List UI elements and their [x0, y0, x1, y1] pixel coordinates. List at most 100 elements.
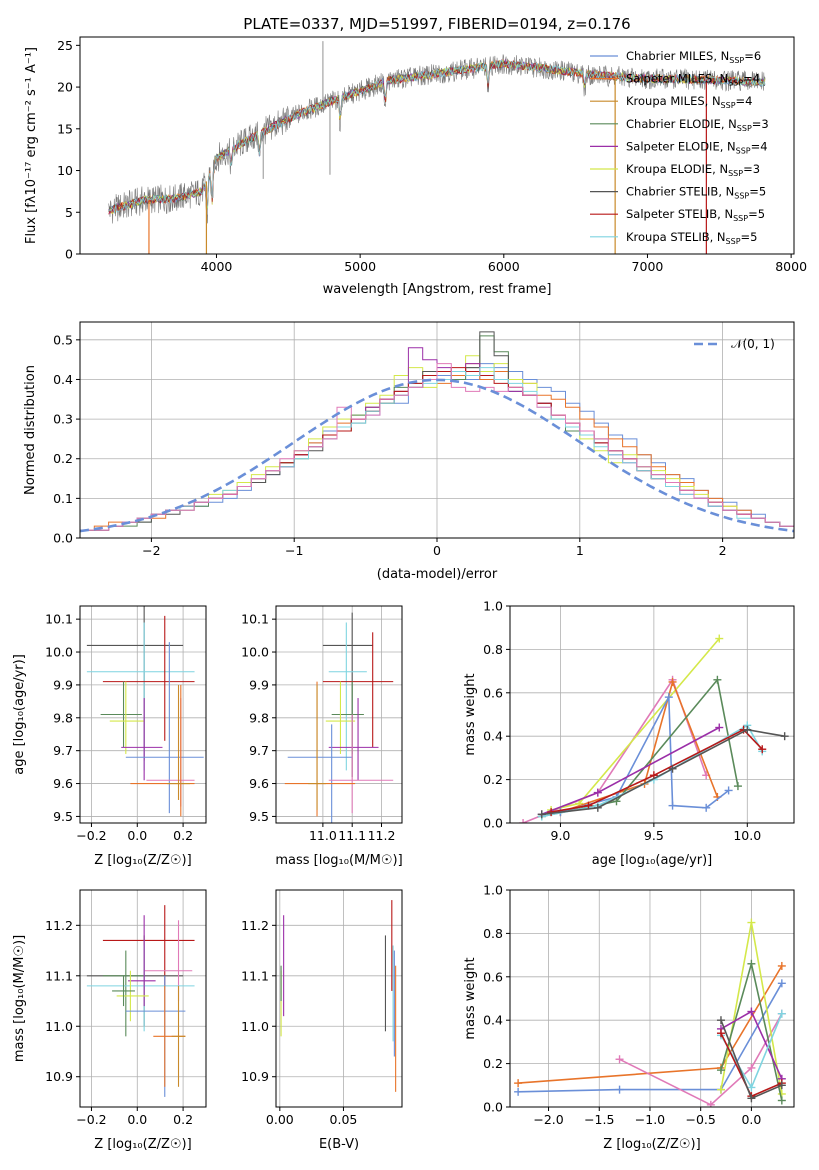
legend-entry: Kroupa ELODIE, NSSP=3 — [626, 162, 760, 178]
x-tick-label: 0.05 — [330, 1112, 358, 1127]
x-tick-label: 0.0 — [127, 1112, 147, 1127]
x-tick-label: −0.2 — [76, 1112, 106, 1127]
axes-frame — [275, 889, 403, 1108]
histogram-pink — [80, 363, 794, 531]
y-tick-label: 10.1 — [45, 612, 73, 627]
y-tick-label: 11.2 — [241, 918, 269, 933]
model-spectrum-kroupa-stelib — [108, 59, 766, 214]
axes-frame — [79, 605, 207, 824]
y-tick-label: 0.4 — [53, 372, 73, 387]
axes-frame — [79, 889, 207, 1108]
y-tick-label: 9.6 — [53, 776, 73, 791]
plot-area — [86, 905, 195, 1097]
y-axis-label: mass weight — [463, 673, 478, 755]
weight-line-salpeter-miles — [560, 679, 719, 813]
plot-area — [80, 331, 794, 533]
x-tick-label: 2 — [719, 543, 727, 558]
age-vs-metallicity-panel: −0.2 0.0 0.2 9.5 9.6 9.7 9.8 9.9 10.0 10.1 Z [log₁… — [12, 605, 207, 868]
plot-area — [280, 900, 397, 1092]
y-tick-label: 0.6 — [483, 969, 503, 984]
x-tick-label: −2.0 — [533, 1112, 563, 1127]
y-tick-label: 11.1 — [45, 968, 73, 983]
x-tick-label: −2 — [142, 543, 160, 558]
y-tick-label: 0 — [65, 247, 73, 262]
model-spectrum-kroupa-elodie — [108, 59, 766, 215]
y-tick-label: 10.1 — [241, 612, 269, 627]
weight-vs-age-panel: 9.0 9.5 10.0 0.0 0.2 0.4 0.6 0.8 1.0 age [log₁₀(a… — [463, 599, 795, 868]
x-axis-label: Z [log₁₀(Z/Z☉)] — [603, 1137, 700, 1152]
x-tick-label: 11.2 — [368, 828, 396, 843]
y-tick-label: 9.9 — [53, 677, 73, 692]
y-tick-label: 9.8 — [249, 710, 269, 725]
residuals-panel: −2 −1 0 1 2 0.0 0.1 0.2 0.3 0.4 0.5 (data-model)/er… — [23, 321, 795, 582]
x-tick-label: 0.0 — [741, 1112, 761, 1127]
x-tick-label: 11.1 — [338, 828, 366, 843]
y-tick-label: 0.3 — [53, 412, 73, 427]
x-tick-label: 10.0 — [733, 828, 761, 843]
y-tick-label: 0.5 — [53, 332, 73, 347]
x-axis-label: Z [log₁₀(Z/Z☉)] — [94, 1137, 191, 1152]
spectrum-legend: Chabrier MILES, NSSP=6 Salpeter MILES, NS… — [590, 49, 769, 246]
legend-entry: Salpeter STELIB, NSSP=5 — [626, 207, 765, 223]
x-tick-label: 0 — [433, 543, 441, 558]
plot-area — [519, 634, 789, 823]
age-vs-mass-panel: 11.0 11.1 11.2 9.5 9.6 9.7 9.8 9.9 10.0 10.1 mass … — [241, 605, 403, 868]
x-tick-label: −1.0 — [635, 1112, 665, 1127]
x-tick-label: −0.5 — [686, 1112, 716, 1127]
x-axis-label: wavelength [Angstrom, rest frame] — [323, 282, 552, 297]
legend-entry: Chabrier ELODIE, NSSP=3 — [626, 117, 769, 133]
x-tick-label: −1 — [285, 543, 303, 558]
y-tick-label: 9.7 — [53, 743, 73, 758]
y-tick-label: 0.0 — [483, 816, 503, 831]
x-axis-label: mass [log₁₀(M/M☉)] — [275, 853, 402, 868]
plot-area — [514, 918, 786, 1107]
y-tick-label: 9.7 — [249, 743, 269, 758]
x-tick-label: −0.2 — [76, 828, 106, 843]
weight-line-chabrier-miles — [560, 694, 730, 813]
legend-entry: Salpeter MILES, NSSP=4 — [626, 72, 760, 88]
x-axis-label: (data-model)/error — [377, 567, 498, 582]
y-tick-label: 0.4 — [483, 729, 503, 744]
y-tick-label: 10.0 — [241, 645, 269, 660]
axes-frame — [275, 605, 403, 824]
y-tick-label: 10.9 — [241, 1069, 269, 1084]
y-tick-label: 25 — [57, 38, 73, 53]
y-tick-label: 5 — [65, 205, 73, 220]
x-axis-label: age [log₁₀(age/yr)] — [592, 853, 713, 868]
x-tick-label: 8000 — [775, 259, 807, 274]
y-tick-label: 0.6 — [483, 685, 503, 700]
y-tick-label: 10 — [57, 163, 73, 178]
y-tick-label: 0.0 — [483, 1100, 503, 1115]
model-spectrum-salpeter-stelib — [108, 59, 766, 215]
plot-area — [108, 41, 766, 254]
y-tick-label: 0.8 — [483, 642, 503, 657]
legend-entry: Kroupa MILES, NSSP=4 — [626, 94, 752, 110]
y-tick-label: 11.0 — [45, 1019, 73, 1034]
y-tick-label: 11.1 — [241, 968, 269, 983]
legend-entry: Chabrier STELIB, NSSP=5 — [626, 185, 766, 201]
x-tick-label: 9.5 — [644, 828, 664, 843]
y-tick-label: 1.0 — [483, 599, 503, 614]
x-tick-label: −1.5 — [584, 1112, 614, 1127]
x-tick-label: 1 — [576, 543, 584, 558]
y-tick-label: 0.2 — [483, 772, 503, 787]
y-tick-label: 9.8 — [53, 710, 73, 725]
y-axis-label: mass weight — [463, 957, 478, 1039]
y-tick-label: 0.1 — [53, 491, 73, 506]
mass-vs-metallicity-panel: −0.2 0.0 0.2 10.9 11.0 11.1 11.2 Z [log₁₀(Z/Z☉)… — [12, 889, 207, 1152]
y-axis-label: Flux [fλ10⁻¹⁷ erg cm⁻² s⁻¹ A⁻¹] — [24, 47, 39, 244]
normal-distribution-curve — [80, 378, 794, 533]
x-tick-label: 0.2 — [173, 828, 193, 843]
y-tick-label: 20 — [57, 80, 73, 95]
x-tick-label: 0.0 — [127, 828, 147, 843]
y-axis-label: age [log₁₀(age/yr)] — [12, 654, 27, 775]
weight-line-chabrier-miles — [518, 982, 783, 1093]
y-axis-label: mass [log₁₀(M/M☉)] — [12, 935, 27, 1062]
x-tick-label: 5000 — [344, 259, 376, 274]
model-spectrum-chabrier-stelib — [108, 59, 766, 213]
x-tick-label: 0.00 — [266, 1112, 294, 1127]
x-tick-label: 4000 — [201, 259, 233, 274]
mass-vs-extinction-panel: 0.00 0.05 10.9 11.0 11.1 11.2 E(B-V) — [241, 889, 403, 1152]
y-tick-label: 9.5 — [53, 809, 73, 824]
x-tick-label: 11.0 — [309, 828, 337, 843]
